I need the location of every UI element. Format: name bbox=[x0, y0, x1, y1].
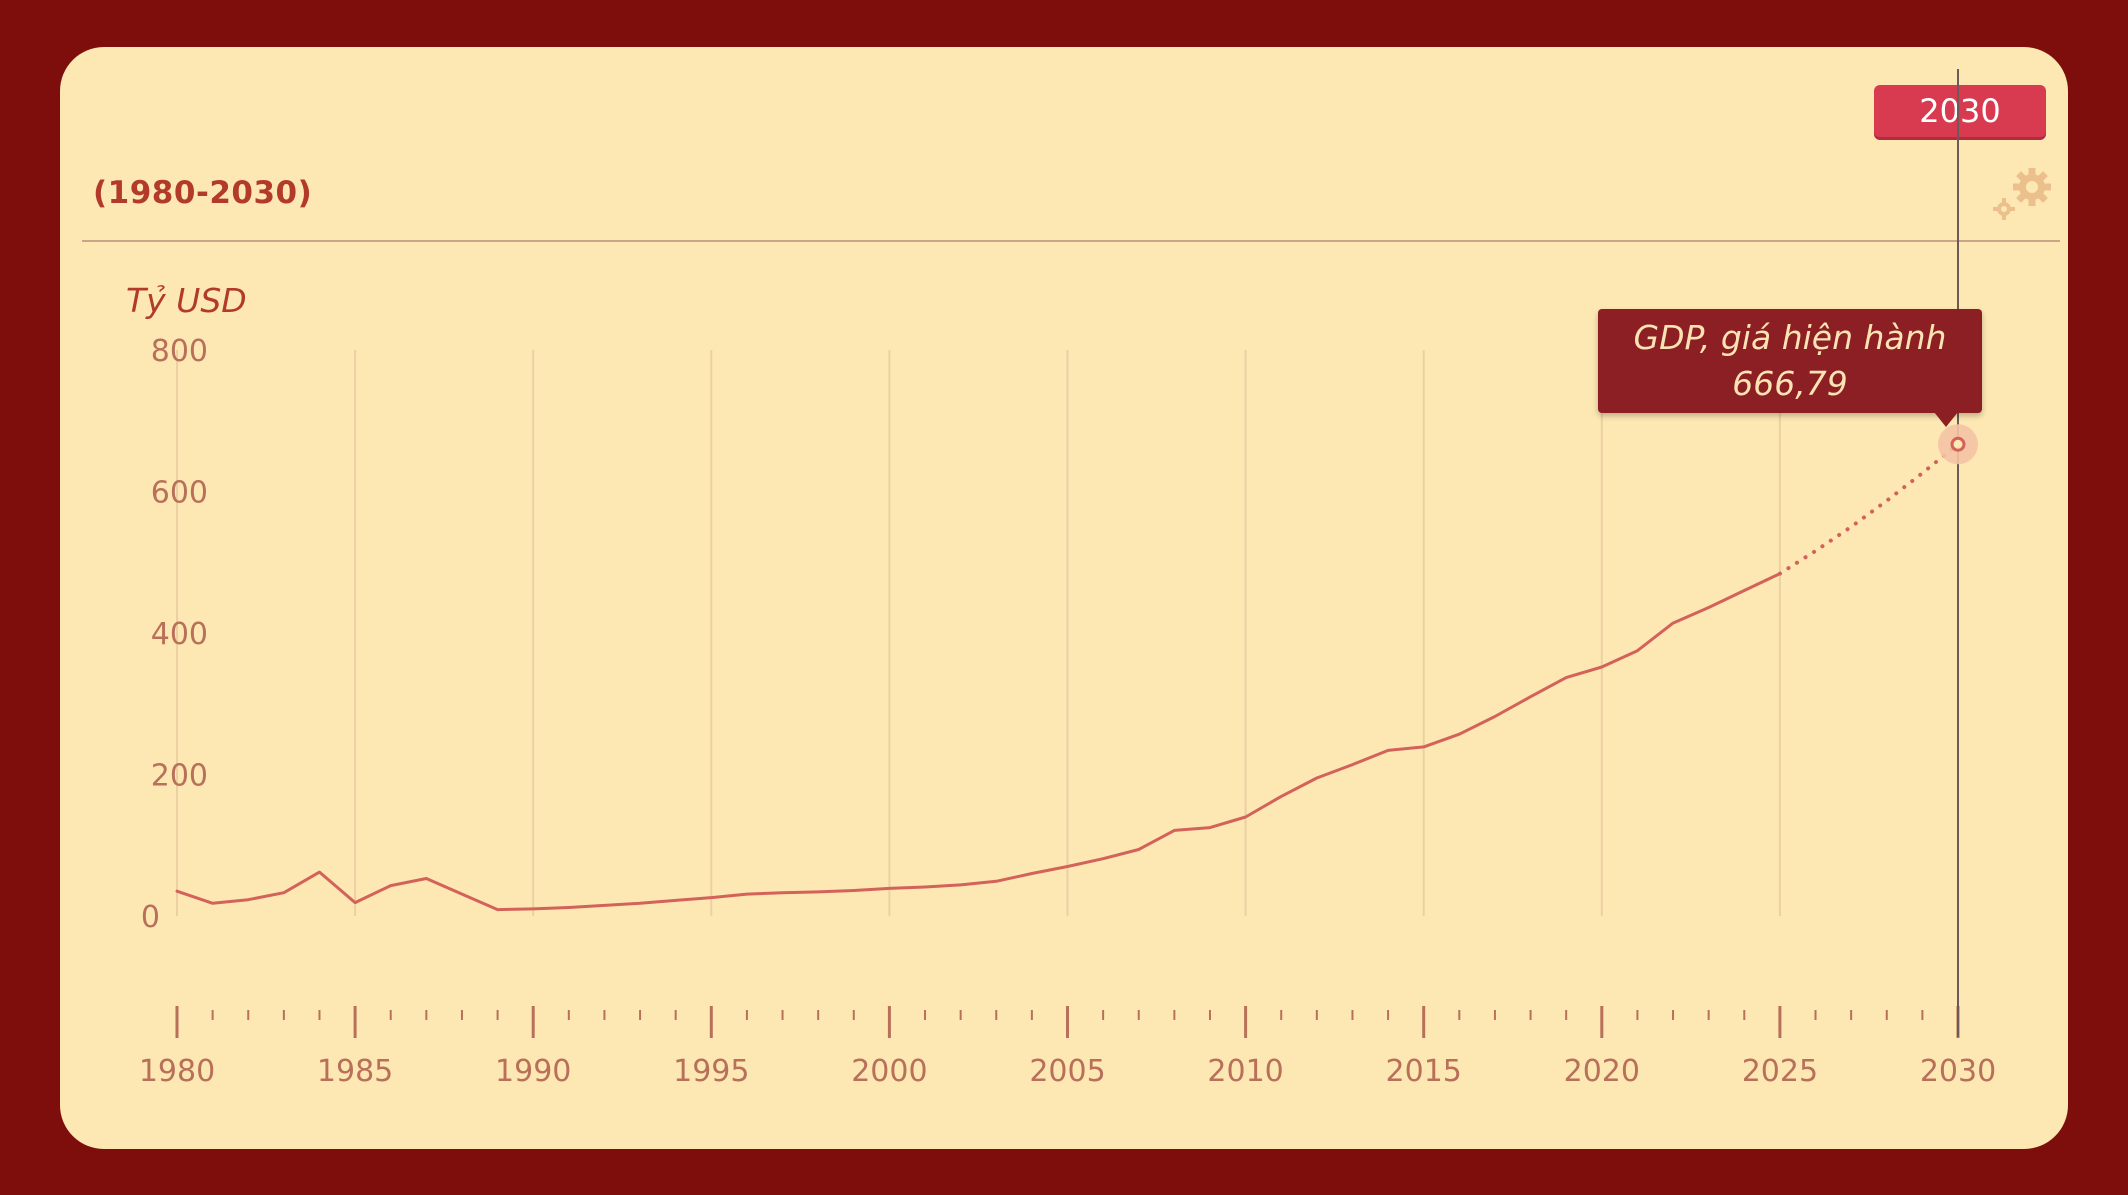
highlight-marker bbox=[1938, 424, 1978, 465]
x-tick-label[interactable]: 2025 bbox=[1742, 1054, 1818, 1089]
gear-icon[interactable] bbox=[1990, 163, 2060, 233]
x-tick-label[interactable]: 1985 bbox=[317, 1054, 393, 1089]
grid-lines bbox=[176, 350, 1781, 916]
tooltip-series-name: GDP, giá hiện hành bbox=[1633, 318, 1947, 357]
y-tick-label: 400 bbox=[151, 617, 208, 652]
x-tick-label[interactable]: 1990 bbox=[495, 1054, 571, 1089]
x-axis[interactable]: 1980 1985 1990 1995 2000 2005 2010 2015 2020 2025… bbox=[139, 1006, 1996, 1089]
period-label: (1980-2030) bbox=[93, 175, 313, 211]
x-tick-label[interactable]: 1995 bbox=[673, 1054, 749, 1089]
x-tick-label[interactable]: 2030 bbox=[1920, 1054, 1996, 1089]
x-tick-label[interactable]: 2020 bbox=[1564, 1054, 1640, 1089]
header-divider bbox=[82, 240, 2060, 242]
tooltip-value: 666,79 bbox=[1732, 364, 1848, 403]
series-lines bbox=[175, 442, 1960, 912]
y-tick-label: 600 bbox=[151, 476, 208, 511]
y-tick-label: 800 bbox=[151, 334, 208, 369]
x-tick-label[interactable]: 2005 bbox=[1029, 1054, 1105, 1089]
chart-card: (1980-2030) 2030 bbox=[60, 47, 2068, 1149]
y-axis-label: Tỷ USD bbox=[126, 281, 247, 320]
x-tick-label[interactable]: 2015 bbox=[1386, 1054, 1462, 1089]
y-tick-label: 0 bbox=[141, 900, 160, 935]
highlight-point bbox=[1950, 436, 1966, 452]
x-tick-label[interactable]: 1980 bbox=[139, 1054, 215, 1089]
x-tick-label[interactable]: 2000 bbox=[851, 1054, 927, 1089]
selected-year-badge[interactable]: 2030 bbox=[1874, 85, 2046, 137]
gdp-line-chart[interactable]: 0 200 400 600 800 1980 1985 1990 1995 2000 2005 20… bbox=[60, 47, 2068, 1149]
x-tick-label[interactable]: 2010 bbox=[1207, 1054, 1283, 1089]
forecast-line bbox=[1777, 442, 1960, 576]
y-axis-ticks: 0 200 400 600 800 bbox=[141, 334, 208, 935]
series-line bbox=[175, 572, 1782, 912]
value-tooltip: GDP, giá hiện hành 666,79 bbox=[1598, 309, 1982, 427]
y-tick-label: 200 bbox=[151, 759, 208, 794]
